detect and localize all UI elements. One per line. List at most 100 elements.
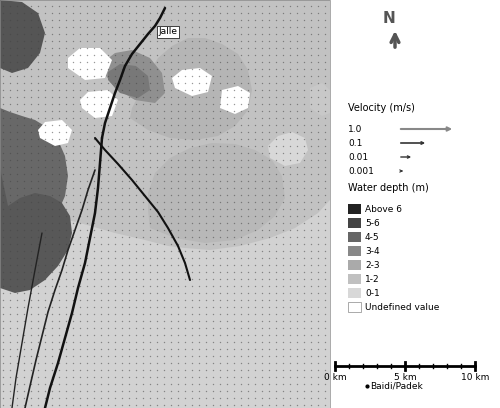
Point <box>76 171 84 177</box>
Point <box>321 255 329 261</box>
Point <box>104 213 112 219</box>
Point <box>300 304 308 310</box>
Point <box>146 143 154 149</box>
Point <box>160 80 168 86</box>
Point <box>41 178 49 184</box>
Point <box>153 241 161 247</box>
Point <box>307 269 315 275</box>
Point <box>41 94 49 100</box>
Point <box>272 87 280 93</box>
Point <box>202 185 210 191</box>
Point <box>174 367 182 373</box>
Point <box>90 115 98 121</box>
Point <box>244 101 252 107</box>
Point <box>48 150 56 156</box>
Point <box>6 66 14 72</box>
Point <box>146 52 154 58</box>
Point <box>216 241 224 247</box>
Point <box>76 52 84 58</box>
Point <box>76 276 84 282</box>
Point <box>188 367 196 373</box>
Point <box>216 283 224 289</box>
Point <box>97 283 105 289</box>
Point <box>83 59 91 65</box>
Point <box>13 276 21 282</box>
Point <box>13 206 21 212</box>
Point <box>139 262 147 268</box>
Point <box>314 38 322 44</box>
Point <box>307 80 315 86</box>
Point <box>314 157 322 163</box>
Point <box>167 269 175 275</box>
Point <box>174 346 182 352</box>
Point <box>167 213 175 219</box>
Point <box>286 122 294 128</box>
Point <box>279 59 287 65</box>
Point <box>34 283 42 289</box>
Point <box>83 24 91 30</box>
Point <box>34 346 42 352</box>
Point <box>265 248 273 254</box>
Point <box>237 388 245 394</box>
Point <box>160 157 168 163</box>
Point <box>13 115 21 121</box>
Point <box>237 255 245 261</box>
Point <box>321 136 329 142</box>
Point <box>139 227 147 233</box>
Point <box>62 402 70 408</box>
Point <box>321 374 329 380</box>
Point <box>90 332 98 338</box>
Point <box>125 234 133 240</box>
Bar <box>348 302 361 312</box>
Point <box>181 353 189 359</box>
Point <box>34 199 42 205</box>
Point <box>293 297 301 303</box>
Point <box>251 262 259 268</box>
Point <box>286 199 294 205</box>
Point <box>188 24 196 30</box>
Polygon shape <box>80 90 118 118</box>
Point <box>41 66 49 72</box>
Point <box>202 402 210 408</box>
Point <box>244 206 252 212</box>
Point <box>55 304 63 310</box>
Point <box>41 395 49 401</box>
Point <box>314 325 322 331</box>
Point <box>188 10 196 16</box>
Point <box>321 311 329 317</box>
Point <box>244 318 252 324</box>
Point <box>146 332 154 338</box>
Point <box>160 318 168 324</box>
Point <box>300 269 308 275</box>
Point <box>237 10 245 16</box>
Point <box>0 199 7 205</box>
Point <box>55 346 63 352</box>
Point <box>0 346 7 352</box>
Point <box>83 73 91 79</box>
Point <box>104 87 112 93</box>
Point <box>279 255 287 261</box>
Point <box>209 402 217 408</box>
Point <box>181 24 189 30</box>
Point <box>244 157 252 163</box>
Point <box>286 255 294 261</box>
Point <box>314 367 322 373</box>
Point <box>55 199 63 205</box>
Point <box>111 220 119 226</box>
Point <box>244 122 252 128</box>
Point <box>90 339 98 345</box>
Point <box>174 108 182 114</box>
Point <box>265 346 273 352</box>
Point <box>76 248 84 254</box>
Point <box>293 101 301 107</box>
Point <box>188 276 196 282</box>
Point <box>307 17 315 23</box>
Point <box>41 150 49 156</box>
Point <box>27 346 35 352</box>
Point <box>132 178 140 184</box>
Point <box>83 213 91 219</box>
Point <box>223 262 231 268</box>
Point <box>258 108 266 114</box>
Point <box>146 283 154 289</box>
Point <box>20 31 28 37</box>
